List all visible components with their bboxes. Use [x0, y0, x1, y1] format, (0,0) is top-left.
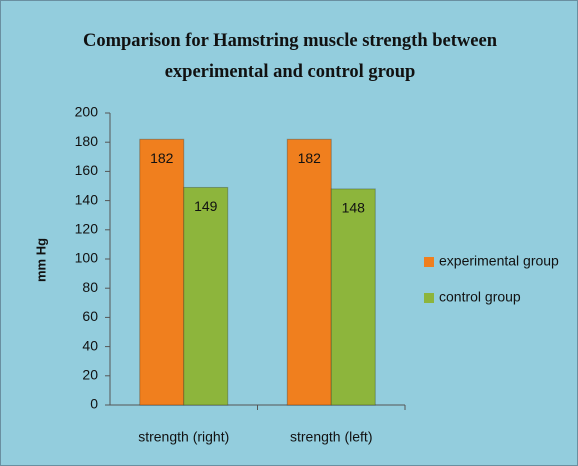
- data-label: 182: [150, 150, 174, 166]
- data-label: 148: [342, 200, 366, 216]
- y-tick-label: 140: [75, 191, 99, 207]
- x-tick-label: strength (right): [138, 429, 229, 445]
- legend-swatch: [424, 293, 434, 303]
- y-tick-label: 20: [82, 367, 98, 383]
- y-tick-label: 40: [82, 337, 98, 353]
- y-tick-label: 200: [75, 104, 99, 120]
- chart-title: Comparison for Hamstring muscle strength…: [83, 31, 497, 82]
- y-axis-label: mm Hg: [33, 238, 48, 282]
- y-tick-label: 0: [90, 396, 98, 412]
- bar: [330, 188, 376, 406]
- bar: [183, 186, 229, 406]
- legend-label: control group: [439, 289, 521, 305]
- bar: [286, 138, 332, 406]
- y-tick-label: 60: [82, 308, 98, 324]
- x-tick-label: strength (left): [290, 429, 372, 445]
- y-tick-label: 160: [75, 162, 99, 178]
- data-label: 149: [194, 198, 218, 214]
- legend-swatch: [424, 257, 434, 267]
- legend-label: experimental group: [439, 253, 559, 269]
- y-tick-label: 100: [75, 250, 99, 266]
- y-tick-label: 180: [75, 133, 99, 149]
- bar: [139, 138, 185, 406]
- y-tick-label: 80: [82, 279, 98, 295]
- y-tick-label: 120: [75, 221, 99, 237]
- data-label: 182: [298, 150, 322, 166]
